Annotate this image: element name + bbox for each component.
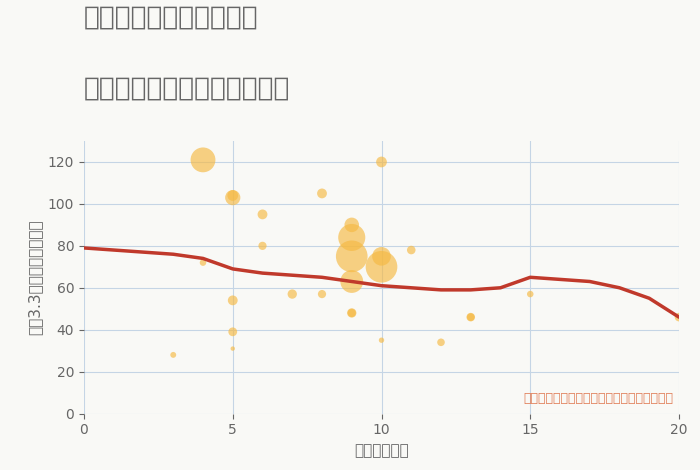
Y-axis label: 坪（3.3㎡）単価（万円）: 坪（3.3㎡）単価（万円）: [27, 219, 42, 335]
Point: [406, 246, 417, 254]
Point: [346, 278, 357, 285]
Point: [525, 290, 536, 298]
Point: [227, 328, 238, 336]
Point: [346, 252, 357, 260]
Point: [257, 242, 268, 250]
Point: [346, 309, 357, 317]
X-axis label: 駅距離（分）: 駅距離（分）: [354, 443, 409, 458]
Point: [197, 259, 209, 266]
Point: [316, 190, 328, 197]
Point: [346, 309, 357, 317]
Point: [465, 313, 476, 321]
Point: [376, 158, 387, 166]
Point: [287, 290, 298, 298]
Point: [257, 211, 268, 218]
Point: [168, 351, 179, 359]
Point: [435, 338, 447, 346]
Point: [465, 313, 476, 321]
Text: 三重県四日市市小生町の: 三重県四日市市小生町の: [84, 5, 258, 31]
Point: [227, 194, 238, 201]
Point: [346, 221, 357, 228]
Point: [227, 345, 238, 352]
Point: [316, 290, 328, 298]
Point: [376, 337, 387, 344]
Text: 円の大きさは、取引のあった物件面積を示す: 円の大きさは、取引のあった物件面積を示す: [523, 392, 673, 406]
Point: [376, 252, 387, 260]
Point: [673, 313, 685, 321]
Point: [376, 263, 387, 271]
Point: [197, 156, 209, 164]
Point: [227, 297, 238, 304]
Point: [227, 192, 238, 199]
Point: [346, 234, 357, 241]
Text: 駅距離別中古マンション価格: 駅距離別中古マンション価格: [84, 75, 290, 101]
